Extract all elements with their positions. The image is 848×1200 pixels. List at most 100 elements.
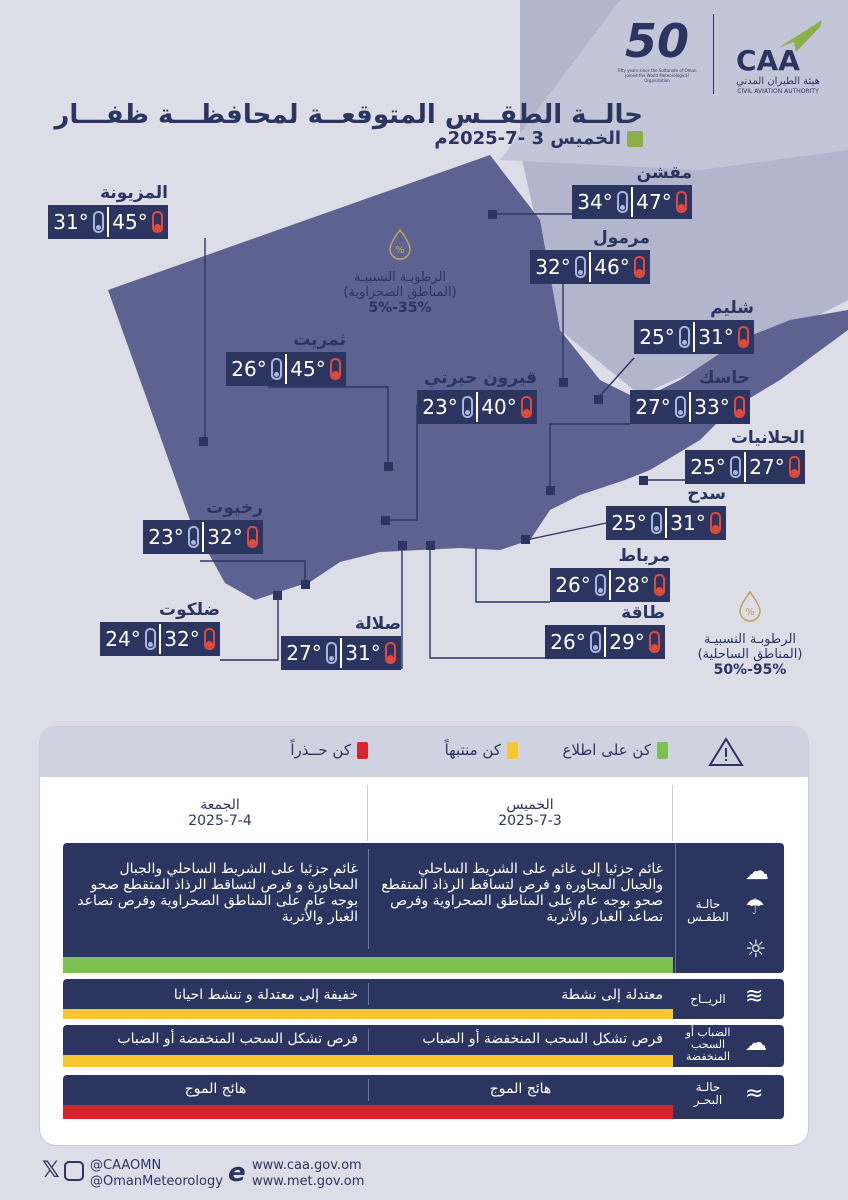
thermometer-hot-icon: [246, 526, 258, 548]
row-weather: غائم جزئيا على الشريط الساحلي والجبال ال…: [63, 843, 784, 973]
location-5: قيرون حيرتي 23° 40°: [417, 368, 537, 424]
thermometer-cold-icon: [574, 256, 586, 278]
wind-thursday: معتدلة إلى نشطة: [561, 987, 663, 1003]
column-divider: [672, 785, 673, 841]
location-name: مقشن: [636, 163, 692, 183]
temp-box: 23° 40°: [417, 390, 537, 424]
min-temp-cell: 27°: [632, 392, 689, 422]
wmo-50-number: 50: [624, 14, 689, 68]
location-9: رخيوت 23° 32°: [143, 498, 263, 554]
cell-divider: [368, 983, 369, 1005]
min-temp: 26°: [550, 630, 586, 654]
instagram-icon[interactable]: [63, 1160, 84, 1181]
location-13: صلالة 27° 31°: [281, 614, 401, 670]
max-temp-cell: 31°: [693, 322, 752, 352]
thermometer-cold-icon: [678, 326, 690, 348]
temp-box: 26° 29°: [545, 625, 665, 659]
wmo-50-caption: Fifty years since the Sultanate of Oman …: [617, 68, 697, 83]
temp-box: 26° 28°: [550, 568, 670, 602]
humidity-desert-label: الرطوبـة النسبيـة: [353, 270, 447, 285]
twitter-handle-caa[interactable]: @CAAOMN: [90, 1158, 162, 1173]
droplet-percent-icon: %: [739, 590, 761, 622]
temp-box: 31° 45°: [48, 205, 168, 239]
x-icon[interactable]: 𝕏: [42, 1158, 60, 1183]
min-temp: 25°: [639, 325, 675, 349]
severity-bar-weather: [63, 957, 673, 973]
fog-cloud-icon: ☁: [745, 1031, 767, 1056]
legend-yellow: كن منتبهاً: [445, 741, 518, 759]
web-icon: e: [228, 1158, 246, 1188]
temp-box: 32° 46°: [530, 250, 650, 284]
min-temp: 24°: [105, 627, 141, 651]
location-name: مرمول: [592, 228, 650, 248]
max-temp-cell: 31°: [665, 508, 724, 538]
weather-thursday: غائم جزئيا إلى غائم على الشريط الساحلي و…: [381, 861, 663, 925]
severity-bar-fog: [63, 1055, 673, 1067]
max-temp-cell: 32°: [202, 522, 261, 552]
max-temp: 27°: [749, 455, 785, 479]
thermometer-hot-icon: [709, 512, 721, 534]
humidity-desert-sub: (المناطق الصحراوية): [343, 285, 457, 300]
day-date: 2025-7-3: [498, 813, 562, 829]
location-name: ضلكوت: [159, 600, 220, 620]
max-temp: 33°: [694, 395, 730, 419]
forecast-panel: كن على اطلاع كن منتبهاً كن حــذراً الجمع…: [40, 727, 808, 1145]
wind-friday: خفيفة إلى معتدلة و تنشط احيانا: [173, 987, 358, 1003]
max-temp-cell: 45°: [285, 354, 344, 384]
thermometer-hot-icon: [151, 211, 163, 233]
min-temp: 31°: [53, 210, 89, 234]
min-temp-cell: 26°: [228, 354, 285, 384]
thermometer-cold-icon: [650, 512, 662, 534]
temp-box: 25° 31°: [634, 320, 754, 354]
twitter-handle-met[interactable]: @OmanMeteorology: [90, 1174, 223, 1189]
website-met[interactable]: www.met.gov.om: [252, 1174, 365, 1189]
website-caa[interactable]: www.caa.gov.om: [252, 1158, 362, 1173]
sun-icon: ☼: [745, 935, 767, 963]
thermometer-hot-icon: [788, 456, 800, 478]
location-4: ثمريت 26° 45°: [226, 330, 346, 386]
column-divider: [367, 785, 368, 841]
thermometer-cold-icon: [325, 642, 337, 664]
min-temp-cell: 34°: [574, 187, 631, 217]
location-name: مرباط: [618, 546, 670, 566]
thermometer-hot-icon: [203, 628, 215, 650]
temp-box: 25° 27°: [685, 450, 805, 484]
footer-websites: www.caa.gov.om www.met.gov.om: [252, 1158, 364, 1190]
sea-friday: هائج الموج: [184, 1081, 247, 1097]
wind-row-label: الريــاح: [690, 992, 726, 1006]
location-name: قيرون حيرتي: [424, 368, 537, 388]
min-temp-cell: 26°: [552, 570, 609, 600]
severity-bar-wind: [63, 1009, 673, 1019]
max-temp: 45°: [290, 357, 326, 381]
cell-divider: [368, 1029, 369, 1051]
legend-green: كن على اطلاع: [562, 741, 668, 759]
cell-divider: [368, 849, 369, 949]
thermometer-cold-icon: [270, 358, 282, 380]
temp-box: 25° 31°: [606, 506, 726, 540]
location-name: المزيونة: [100, 183, 168, 203]
humidity-desert-value: 35%-5%: [368, 300, 432, 316]
thermometer-hot-icon: [653, 574, 665, 596]
min-temp: 26°: [231, 357, 267, 381]
wind-icon: ≋: [745, 984, 764, 1009]
caa-english-name: CIVIL AVIATION AUTHORITY: [737, 88, 819, 95]
thermometer-cold-icon: [594, 574, 606, 596]
max-temp: 32°: [207, 525, 243, 549]
forecast-date-text: الخميس 3 -7-2025م: [434, 128, 621, 149]
warning-legend: كن على اطلاع كن منتبهاً كن حــذراً: [40, 727, 808, 777]
thermometer-cold-icon: [187, 526, 199, 548]
caa-abbr: CAA: [736, 44, 800, 77]
dhofar-governorate: [108, 155, 848, 600]
min-temp-cell: 31°: [50, 207, 107, 237]
thermometer-cold-icon: [616, 191, 628, 213]
humidity-coastal: % الرطوبـة النسبيـة (المناطق الساحلية) 9…: [680, 590, 820, 678]
max-temp-cell: 29°: [604, 627, 663, 657]
thermometer-hot-icon: [675, 191, 687, 213]
location-12: ضلكوت 24° 32°: [100, 600, 220, 656]
thermometer-cold-icon: [92, 211, 104, 233]
thermometer-hot-icon: [520, 396, 532, 418]
location-11: طاقة 26° 29°: [545, 603, 665, 659]
severity-bar-sea: [63, 1105, 673, 1119]
location-name: طاقة: [621, 603, 665, 623]
forecast-date: الخميس 3 -7-2025م: [434, 128, 643, 149]
